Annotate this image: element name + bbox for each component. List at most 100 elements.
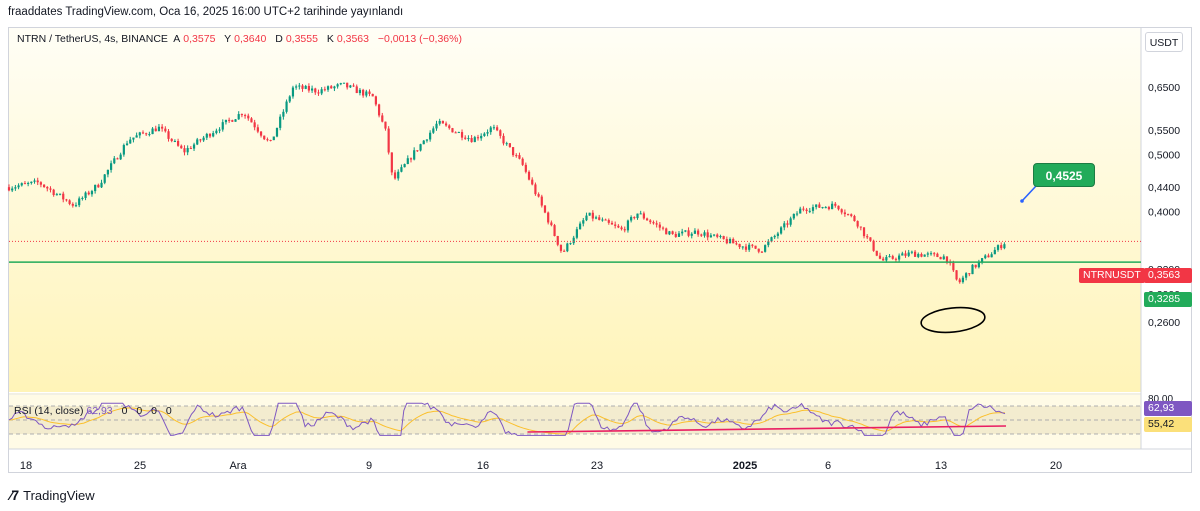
time-axis-tick-0: 18: [20, 460, 32, 472]
candle-249: [802, 206, 805, 212]
candle-226: [728, 237, 732, 244]
candle-238: [767, 239, 770, 248]
candle-169: [547, 211, 550, 225]
candle-245: [789, 216, 792, 227]
candle-161: [521, 157, 524, 167]
candle-100: [326, 85, 330, 92]
time-axis-tick-3: 9: [366, 460, 372, 472]
candle-277: [891, 254, 894, 260]
tradingview-logo-icon: ⁄7: [10, 487, 19, 503]
target-pointer-line: [1021, 185, 1037, 202]
candle-209: [674, 231, 677, 238]
candle-198: [639, 210, 642, 215]
footer-brand[interactable]: ⁄7 TradingView: [10, 487, 95, 503]
change-value: −0,0013 (−0,36%): [377, 33, 462, 45]
candle-269: [866, 234, 869, 240]
candle-158: [511, 147, 515, 157]
candle-292: [939, 256, 942, 260]
rsi-legend: RSI (14, close) 62,93 0 0 0 0: [14, 405, 172, 417]
candle-240: [773, 234, 776, 240]
candle-299: [961, 275, 965, 284]
candle-235: [757, 248, 760, 254]
candle-159: [515, 153, 518, 158]
candle-132: [429, 130, 432, 142]
rsi-zero-4: 0: [165, 405, 172, 417]
candle-272: [875, 250, 878, 257]
candle-22: [78, 196, 81, 208]
candle-85: [279, 114, 282, 131]
candle-253: [815, 204, 818, 210]
candle-30: [103, 173, 106, 185]
candle-215: [693, 228, 697, 234]
rsi-indicator: [8, 402, 1141, 436]
candle-175: [566, 242, 569, 253]
candle-137: [444, 121, 448, 127]
candle-134: [435, 120, 438, 131]
candle-207: [668, 230, 671, 236]
candle-300: [965, 272, 968, 281]
candle-278: [894, 257, 898, 262]
candle-157: [508, 143, 511, 148]
candle-218: [703, 230, 706, 238]
candle-252: [811, 204, 815, 214]
candle-16: [58, 193, 62, 196]
time-axis: 18 25 Ara 9 16 23 2025 6 13 20: [20, 460, 1062, 472]
candle-288: [926, 251, 929, 258]
candle-194: [626, 219, 630, 233]
candle-312: [1003, 242, 1006, 250]
candle-258: [831, 201, 834, 210]
time-axis-tick-1: 25: [134, 460, 146, 472]
candle-197: [636, 213, 639, 220]
candle-116: [377, 103, 381, 118]
candle-138: [448, 124, 451, 130]
candle-276: [888, 253, 891, 258]
symbol-legend: NTRN / TetherUS, 4s, BINANCE A 0,3575 Y 0,…: [17, 33, 462, 45]
candle-8: [33, 178, 36, 184]
candle-170: [550, 220, 553, 227]
rsi-legend-value: 62,93: [86, 405, 113, 417]
candle-200: [645, 217, 649, 221]
candle-18: [65, 198, 68, 202]
candle-82: [269, 139, 272, 142]
candle-285: [917, 252, 920, 259]
rsi-zero-3: 0: [151, 405, 157, 417]
candle-119: [387, 126, 390, 155]
candle-149: [483, 132, 486, 137]
candle-257: [827, 205, 831, 211]
candle-222: [716, 233, 719, 239]
candle-41: [138, 131, 141, 139]
candle-54: [180, 144, 183, 149]
candle-111: [362, 88, 365, 98]
candle-298: [958, 277, 961, 284]
candle-70: [231, 119, 234, 123]
candle-135: [438, 118, 441, 126]
candle-23: [81, 196, 84, 201]
candle-126: [409, 157, 413, 163]
candle-150: [486, 129, 489, 137]
time-axis-tick-2: Ara: [229, 460, 247, 472]
candle-46: [154, 125, 157, 132]
candle-236: [760, 251, 764, 253]
candles: [7, 82, 1006, 284]
candle-81: [266, 137, 269, 142]
candle-190: [614, 221, 617, 229]
candle-115: [374, 95, 377, 107]
candle-146: [473, 135, 476, 143]
candle-185: [598, 214, 601, 221]
currency-button[interactable]: USDT: [1145, 32, 1183, 52]
candle-216: [697, 228, 700, 237]
candle-302: [971, 264, 974, 275]
candle-195: [630, 215, 633, 223]
candle-282: [907, 249, 910, 258]
candle-21: [74, 202, 78, 208]
candle-86: [282, 109, 285, 120]
candle-107: [349, 84, 352, 89]
target-price-annotation[interactable]: 0,4525: [1033, 163, 1095, 187]
candle-267: [859, 226, 862, 231]
candle-192: [620, 225, 623, 231]
candle-128: [416, 150, 419, 152]
candle-136: [441, 120, 444, 124]
candle-256: [824, 206, 827, 209]
candle-230: [741, 246, 744, 250]
